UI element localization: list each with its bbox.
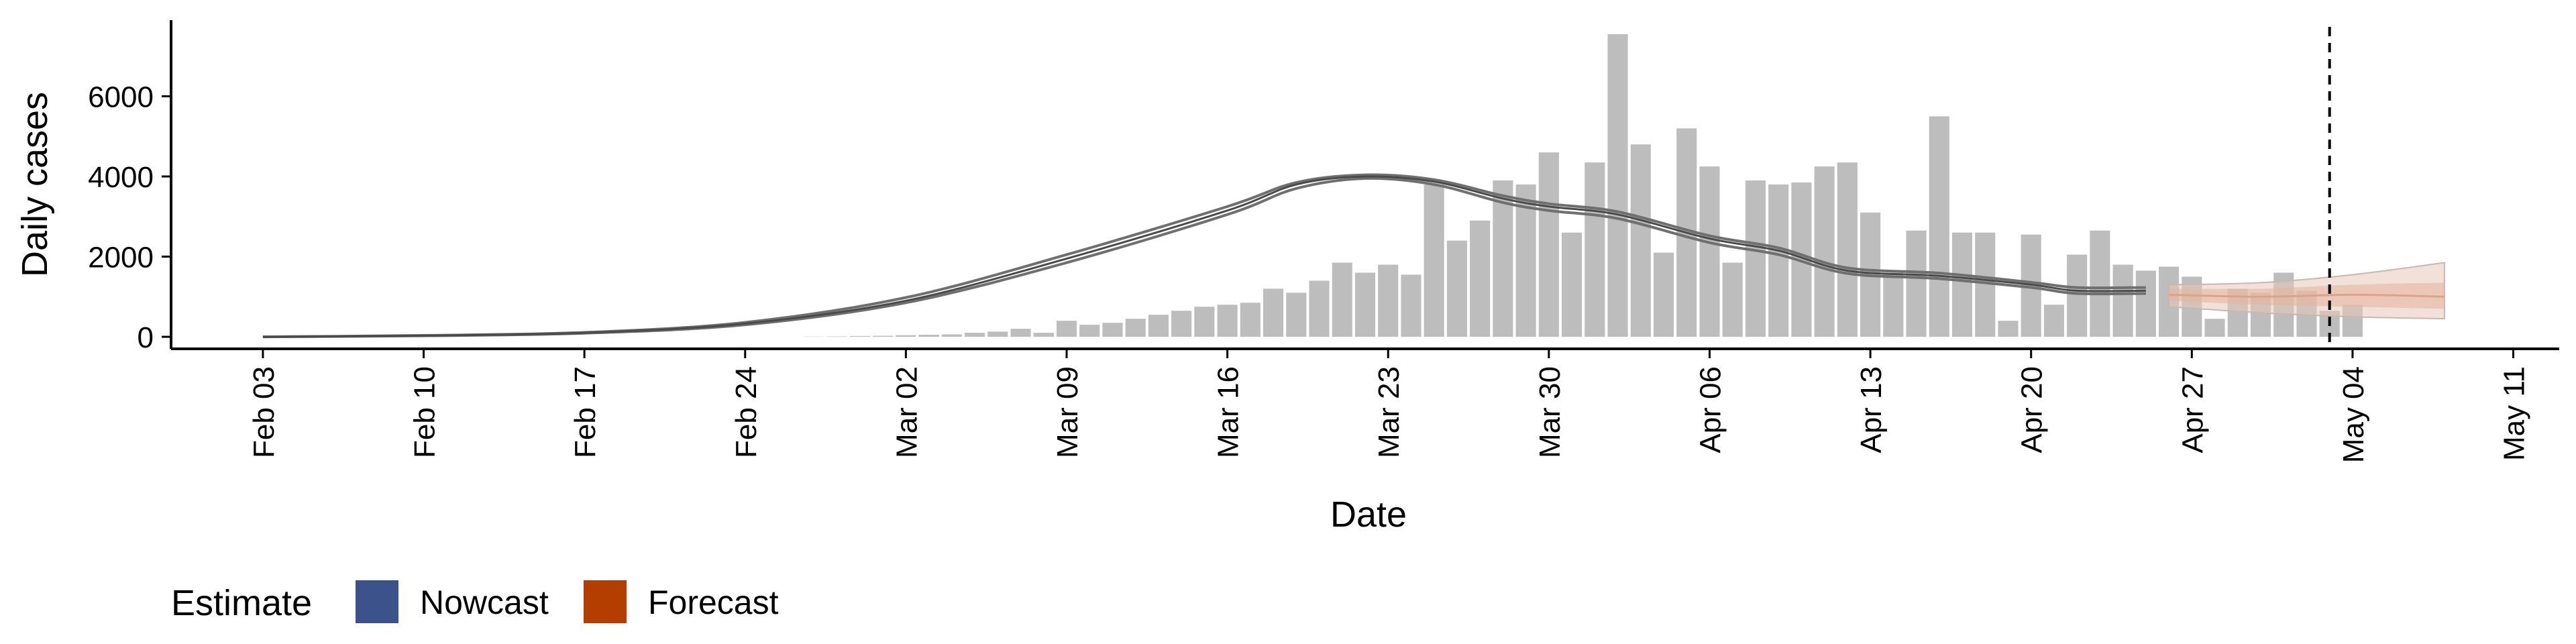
bar [1906, 230, 1927, 337]
x-tick-label: Apr 27 [2176, 366, 2209, 453]
bar [1630, 144, 1651, 337]
bar [1401, 274, 1421, 337]
x-axis-label: Date [1330, 494, 1407, 535]
y-axis-label: Daily cases [15, 92, 55, 277]
bar [1125, 319, 1146, 337]
bar [1653, 252, 1674, 337]
bar [1883, 272, 1904, 337]
x-tick-label: May 04 [2337, 366, 2370, 463]
x-tick-label: Apr 20 [2016, 366, 2049, 453]
bar [1171, 311, 1192, 337]
legend-label-nowcast: Nowcast [420, 584, 549, 621]
bar [1056, 321, 1077, 337]
x-tick-label: May 11 [2498, 366, 2531, 461]
bar [1102, 323, 1123, 337]
bar [1470, 220, 1491, 337]
bar [1745, 180, 1766, 337]
bar [1951, 232, 1973, 337]
x-tick-label: Feb 17 [569, 366, 602, 458]
lines-layer [262, 173, 2445, 339]
x-tick-label: Feb 10 [409, 366, 441, 458]
bar [1929, 116, 1949, 337]
legend-swatch-forecast [584, 580, 627, 623]
bar [1607, 34, 1628, 337]
bar [918, 335, 939, 337]
legend-swatch-nowcast [356, 580, 398, 623]
bar [1033, 333, 1054, 337]
bar [1148, 315, 1169, 337]
bar [2112, 264, 2133, 337]
y-tick-label: 2000 [88, 241, 154, 274]
bar [1309, 280, 1330, 337]
bar [849, 335, 870, 337]
bar [2135, 270, 2156, 337]
legend-label-forecast: Forecast [648, 584, 779, 621]
y-tick-label: 4000 [88, 161, 154, 194]
x-tick-label: Apr 13 [1855, 366, 1888, 453]
bar [1240, 303, 1260, 337]
bar [1768, 184, 1789, 337]
bar [1998, 321, 2019, 337]
bar [2090, 230, 2110, 337]
bar [896, 335, 916, 337]
bar [1562, 232, 1582, 337]
y-tick-label: 0 [138, 321, 154, 354]
bar [873, 335, 894, 337]
bar [1814, 166, 1835, 337]
x-tick-label: Mar 23 [1373, 366, 1405, 458]
x-tick-label: Mar 30 [1534, 366, 1566, 458]
axes-layer [170, 20, 2559, 350]
bar [965, 333, 985, 337]
legend: Estimate Nowcast Forecast [171, 580, 779, 623]
bars-layer [804, 34, 2363, 337]
bar [1699, 166, 1720, 337]
bar [1493, 180, 1513, 337]
bar [1378, 264, 1399, 337]
bar [1286, 292, 1307, 337]
x-tick-label: Feb 03 [248, 366, 280, 458]
bar [1515, 184, 1536, 337]
bar [1538, 152, 1559, 337]
bar [941, 334, 962, 337]
bar [1722, 262, 1743, 337]
y-tick-label: 6000 [88, 81, 154, 114]
bar [987, 331, 1008, 337]
bar [2204, 319, 2225, 337]
bar [1332, 262, 1352, 337]
bar [826, 336, 847, 337]
x-tick-label: Mar 02 [890, 366, 923, 458]
bar [1263, 288, 1284, 337]
y-ticks: 0 2000 4000 6000 [88, 81, 171, 354]
bar [1585, 162, 1605, 337]
x-tick-label: Feb 24 [730, 366, 763, 458]
bar [1010, 329, 1031, 337]
x-ticks: Feb 03 Feb 10 Feb 17 Feb 24 Mar 02 Mar 09 Mar … [248, 349, 2531, 463]
bar [2043, 305, 2064, 337]
bar [1079, 325, 1100, 337]
x-tick-label: Mar 09 [1051, 366, 1084, 458]
bar [1194, 307, 1215, 337]
nowcast-line-median [262, 175, 2146, 338]
bar [1217, 305, 1238, 337]
x-tick-label: Apr 06 [1694, 366, 1727, 453]
x-tick-label: Mar 16 [1212, 366, 1245, 458]
legend-title: Estimate [171, 583, 312, 623]
bar [2067, 254, 2088, 337]
bar [1424, 184, 1444, 337]
bands-layer [2168, 262, 2445, 320]
bar [1446, 240, 1467, 337]
forecast-line-median [2169, 293, 2445, 298]
bar [1837, 162, 1858, 337]
bar [1354, 272, 1376, 337]
